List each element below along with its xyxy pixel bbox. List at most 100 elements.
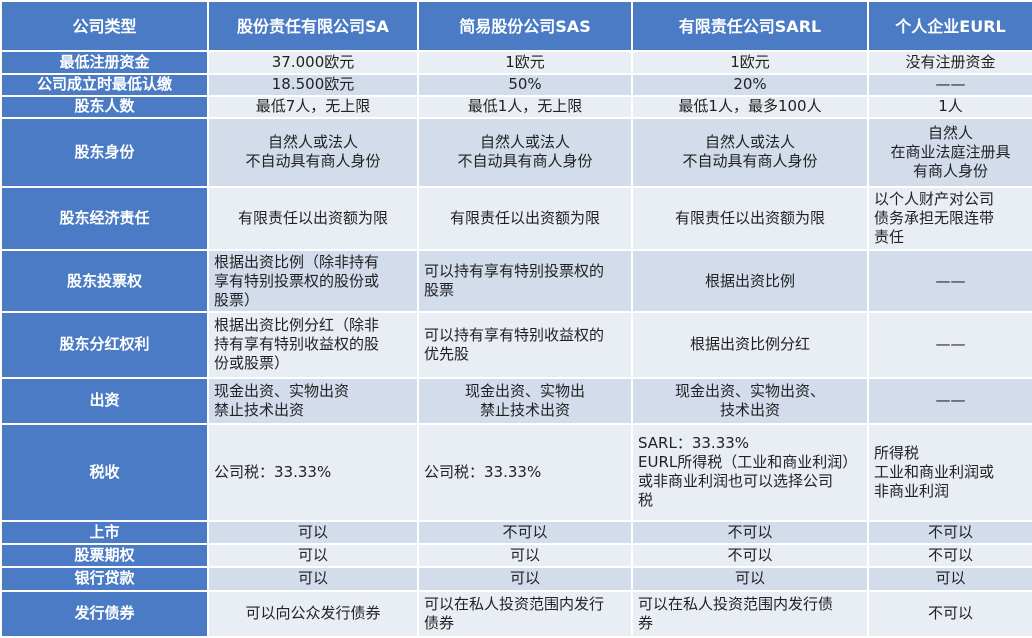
table-cell: 没有注册资金 (867, 50, 1032, 75)
cell-line: 非商业利润 (874, 481, 950, 500)
header-cell: 股份责任有限公司SA (207, 0, 419, 53)
table-cell: 37.000欧元 (207, 50, 419, 75)
table-cell: 根据出资比例（除非持有 享有特别投票权的股份或 股票） (207, 249, 419, 313)
cell-line: 根据出资比例（除非持有 (214, 252, 380, 271)
cell-line: 所得税 (874, 443, 920, 462)
table-cell: 有限责任以出资额为限 (417, 185, 633, 252)
cell-line: 或非商业利润也可以选择公司 (638, 472, 834, 491)
table-row: 股东经济责任 有限责任以出资额为限 有限责任以出资额为限 有限责任以出资额为限 以个人财… (0, 185, 1032, 252)
cell-line: 不可以 (502, 522, 548, 541)
table-cell: —— (867, 72, 1032, 97)
cell-line: 享有特别投票权的股份或 (214, 271, 380, 290)
cell-line: 有限责任以出资额为限 (449, 209, 600, 228)
cell-line: 股票） (214, 290, 260, 309)
table-cell: 50% (417, 72, 633, 97)
cell-line: 没有注册资金 (905, 53, 996, 72)
cell-line: 自然人或法人 (704, 133, 795, 152)
cell-line: 优先股 (424, 344, 470, 363)
cell-line: 自然人 (927, 123, 973, 142)
table-cell: 可以 (417, 543, 633, 569)
cell-line: 37.000欧元 (271, 53, 355, 72)
table-cell: 不可以 (867, 543, 1032, 569)
cell-line: 可以 (935, 569, 966, 588)
cell-line: 禁止技术出资 (479, 400, 570, 419)
table-cell: 自然人或法人 不自动具有商人身份 (631, 117, 869, 188)
cell-line: SARL：33.33% (638, 434, 750, 453)
cell-line: 自然人或法人 (479, 133, 570, 152)
cell-line: 持有享有特别收益权的股 (214, 335, 380, 354)
row-label: 股东投票权 (0, 249, 209, 313)
header-row: 公司类型 股份责任有限公司SA 简易股份公司SAS 有限责任公司SARL 个人企业EUR… (0, 0, 1032, 53)
table-cell: 不可以 (867, 519, 1032, 546)
cell-line: 可以 (297, 569, 328, 588)
cell-line: —— (935, 271, 966, 290)
row-label: 最低注册资金 (0, 50, 209, 75)
cell-line: 可以持有享有特别投票权的 (424, 262, 605, 281)
table-row: 银行贷款 可以 可以 可以 可以 (0, 566, 1032, 592)
cell-line: 20% (733, 75, 767, 94)
cell-line: 可以向公众发行债券 (245, 604, 381, 623)
table-cell: —— (867, 249, 1032, 313)
cell-line: —— (935, 75, 966, 94)
cell-line: 可以 (509, 546, 540, 565)
row-label: 股东人数 (0, 94, 209, 120)
cell-line: 可以在私人投资范围内发行债 (638, 594, 834, 613)
cell-line: 50% (508, 75, 542, 94)
cell-line: 份或股票） (214, 354, 290, 373)
cell-line: 现金出资、实物出资 (214, 381, 350, 400)
cell-line: 1人 (938, 97, 963, 116)
cell-line: —— (935, 335, 966, 354)
table-row: 发行债券 可以向公众发行债券 可以在私人投资范围内发行 债券 可以在私人投资范围内发行债… (0, 589, 1032, 638)
table-row: 股东人数 最低7人，无上限 最低1人，无上限 最低1人，最多100人 1人 (0, 94, 1032, 120)
table-cell: 现金出资、实物出 禁止技术出资 (417, 376, 633, 425)
table-cell: 可以 (867, 566, 1032, 592)
cell-line: 股票 (424, 281, 455, 300)
table-cell: 不可以 (631, 519, 869, 546)
cell-line: 有商人身份 (912, 161, 988, 180)
row-label: 公司成立时最低认缴 (0, 72, 209, 97)
cell-line: 不自动具有商人身份 (457, 152, 593, 171)
table-cell: SARL：33.33% EURL所得税（工业和商业利润） 或非商业利润也可以选择公司… (631, 422, 869, 522)
row-label: 发行债券 (0, 589, 209, 638)
table-cell: 1欧元 (631, 50, 869, 75)
table-cell: 不可以 (867, 589, 1032, 638)
cell-line: 最低1人，最多100人 (678, 97, 822, 116)
table-cell: 可以在私人投资范围内发行债券 (417, 589, 633, 638)
cell-line: 责任 (874, 228, 905, 247)
table-cell: 1欧元 (417, 50, 633, 75)
table-cell: —— (867, 310, 1032, 379)
table-cell: 可以持有享有特别投票权的 股票 (417, 249, 633, 313)
table-cell: 可以 (207, 543, 419, 569)
table-cell: 自然人或法人 不自动具有商人身份 (207, 117, 419, 188)
cell-line: 不可以 (927, 604, 973, 623)
table-cell: 最低1人，最多100人 (631, 94, 869, 120)
cell-line: 可以 (734, 569, 765, 588)
cell-line: 根据出资比例分红 (689, 335, 810, 354)
table-cell: 现金出资、实物出资 禁止技术出资 (207, 376, 419, 425)
cell-line: 在商业法庭注册具 (890, 142, 1011, 161)
row-label: 股票期权 (0, 543, 209, 569)
cell-line: 有限责任以出资额为限 (237, 209, 388, 228)
cell-line: 根据出资比例分红（除非 (214, 316, 380, 335)
cell-line: 可以持有享有特别收益权的 (424, 325, 605, 344)
cell-line: 最低7人，无上限 (255, 97, 371, 116)
header-cell: 个人企业EURL (867, 0, 1032, 53)
cell-line: 不可以 (727, 522, 773, 541)
table-cell: 有限责任以出资额为限 (631, 185, 869, 252)
cell-line: 现金出资、实物出资、 (674, 381, 825, 400)
table-cell: 不可以 (631, 543, 869, 569)
cell-line: 1欧元 (730, 53, 770, 72)
row-label: 股东分红权利 (0, 310, 209, 379)
cell-line: 可以 (509, 569, 540, 588)
table-cell: 可以在私人投资范围内发行债券 (631, 589, 869, 638)
table-cell: 可以向公众发行债券 (207, 589, 419, 638)
cell-line: 债务承担无限连带 (874, 209, 995, 228)
table-row: 出资 现金出资、实物出资 禁止技术出资 现金出资、实物出 禁止技术出资 现金出资、实物出资… (0, 376, 1032, 425)
table-cell: 自然人或法人 不自动具有商人身份 (417, 117, 633, 188)
cell-line: 不自动具有商人身份 (682, 152, 818, 171)
cell-line: 以个人财产对公司 (874, 190, 995, 209)
table-row: 公司成立时最低认缴 18.500欧元 50% 20% —— (0, 72, 1032, 97)
cell-line: —— (935, 391, 966, 410)
header-cell: 简易股份公司SAS (417, 0, 633, 53)
